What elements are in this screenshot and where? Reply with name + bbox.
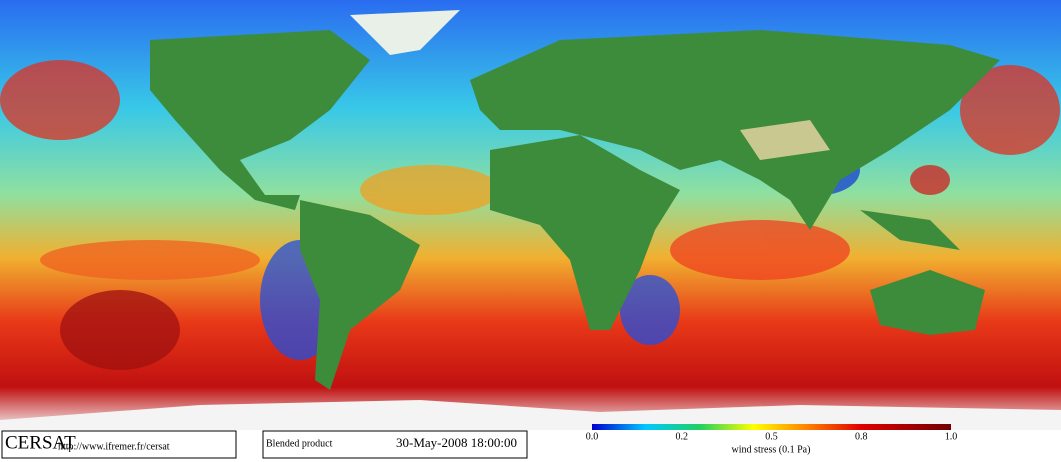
colorbar-tick-label: 0.8	[855, 431, 868, 442]
colorbar-tick-label: 0.5	[765, 431, 778, 442]
colorbar-ticks: 0.0 0.2 0.5 0.8 1.0	[586, 431, 958, 442]
timestamp: 30-May-2008 18:00:00	[396, 435, 517, 450]
colorbar	[592, 424, 951, 430]
land	[150, 30, 1000, 390]
logo-box	[1, 430, 237, 459]
info-box	[262, 430, 528, 459]
url[interactable]: http://www.ifremer.fr/cersat	[58, 441, 170, 452]
plateau	[740, 120, 830, 160]
logo: CERSAT	[5, 432, 76, 453]
colorbar-tick-label: 1.0	[945, 431, 958, 442]
product: Blended product	[266, 438, 333, 449]
colorbar-tick-label: 0.2	[676, 431, 689, 442]
antarctica	[0, 400, 1061, 430]
greenland	[350, 10, 460, 55]
colorbar-label: wind stress (0.1 Pa)	[732, 444, 811, 455]
colorbar-tick-label: 0.0	[586, 431, 599, 442]
